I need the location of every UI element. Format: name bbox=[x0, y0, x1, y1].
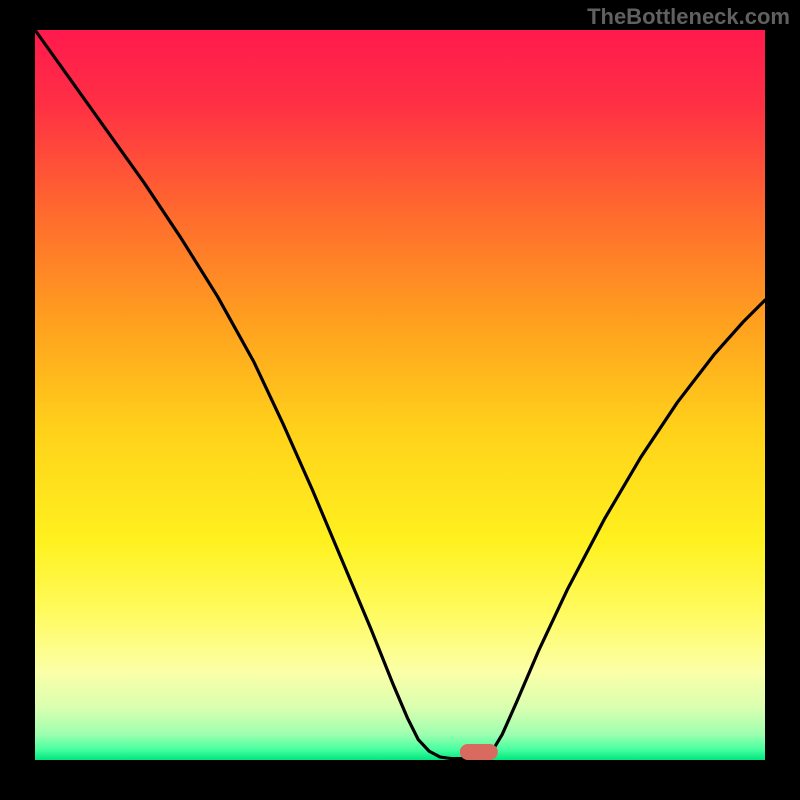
plot-background bbox=[35, 30, 765, 760]
bottleneck-chart bbox=[0, 0, 800, 800]
watermark-text: TheBottleneck.com bbox=[587, 4, 790, 30]
optimum-marker bbox=[460, 744, 498, 760]
